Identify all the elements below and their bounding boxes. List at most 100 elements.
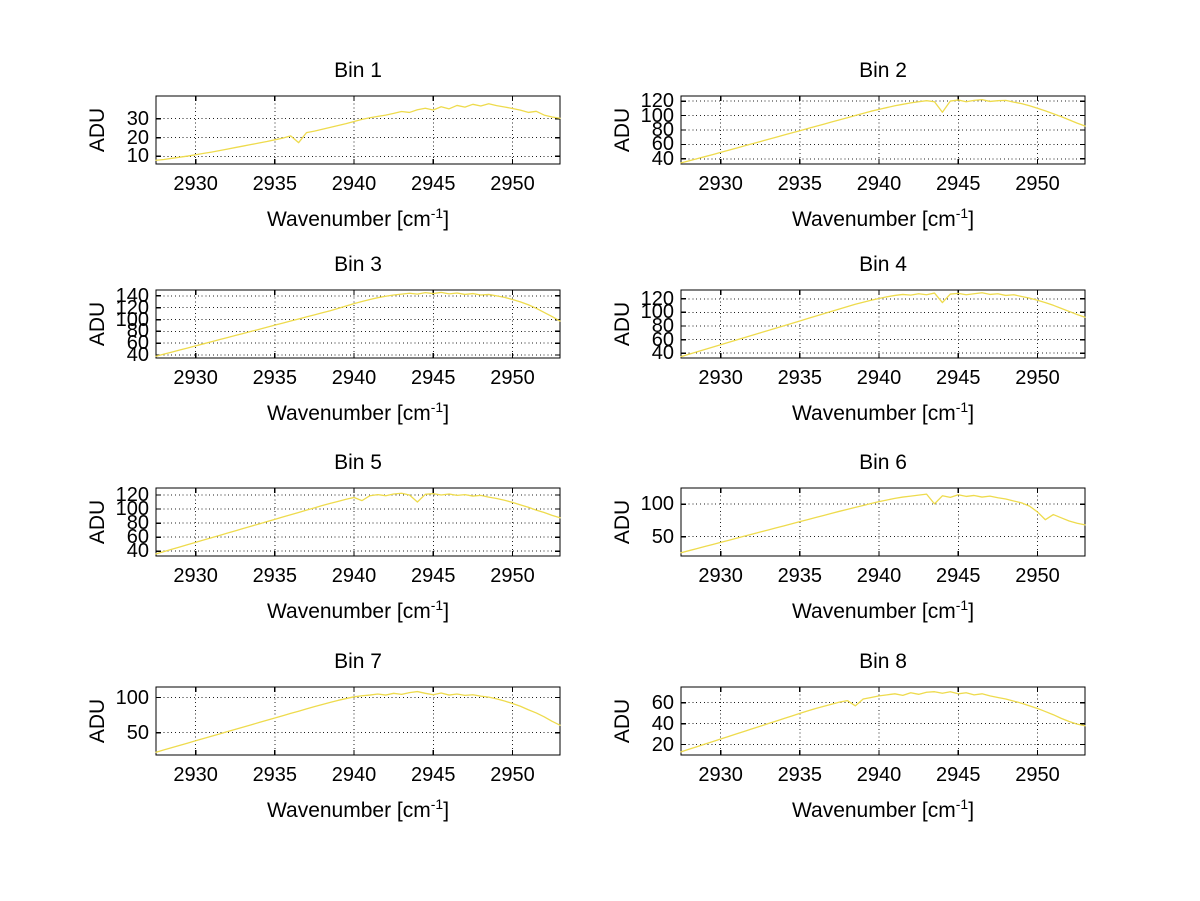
x-tick-label: 2930 xyxy=(698,764,743,786)
x-axis-label-exponent: -1 xyxy=(955,796,969,812)
x-axis-label-bracket: ] xyxy=(968,208,975,231)
x-tick-label: 2950 xyxy=(1015,565,1060,587)
x-tick-label: 2945 xyxy=(936,565,981,587)
plot-title: Bin 6 xyxy=(859,451,907,474)
x-tick-label: 2945 xyxy=(936,367,981,389)
plot-area xyxy=(680,289,1086,359)
axes-frame xyxy=(680,289,1086,359)
x-axis-label-bracket: ] xyxy=(443,402,450,425)
x-tick-label: 2940 xyxy=(331,565,377,587)
x-axis-label: Wavenumber [cm-1] xyxy=(228,206,488,232)
y-tick-label: 100 xyxy=(640,104,674,127)
x-axis-label-exponent: -1 xyxy=(955,597,969,613)
x-tick-label: 2940 xyxy=(856,565,902,587)
y-tick-label: 140 xyxy=(115,284,149,307)
spectrum-line xyxy=(680,493,1086,554)
x-axis-label-text: Wavenumber [cm xyxy=(791,402,956,425)
y-tick-label: 60 xyxy=(651,133,674,156)
y-tick-label: 50 xyxy=(651,525,674,548)
y-tick-label: 100 xyxy=(640,301,674,324)
plot-area xyxy=(680,686,1086,756)
x-tick-label: 2945 xyxy=(411,173,456,195)
y-tick-label: 60 xyxy=(126,526,149,549)
x-tick-label: 2935 xyxy=(777,764,823,786)
x-axis-label-bracket: ] xyxy=(968,799,975,822)
plot-area xyxy=(155,487,561,557)
x-tick-label: 2950 xyxy=(490,173,535,195)
plot-area xyxy=(155,95,561,165)
x-tick-label: 2935 xyxy=(252,173,298,195)
y-tick-label: 40 xyxy=(651,147,674,170)
y-tick-label: 80 xyxy=(651,119,674,141)
x-axis-label: Wavenumber [cm-1] xyxy=(228,399,488,426)
x-axis-label-text: Wavenumber [cm xyxy=(791,799,956,822)
x-axis-label-exponent: -1 xyxy=(430,399,444,415)
x-tick-label: 2930 xyxy=(173,764,218,786)
x-tick-label: 2945 xyxy=(936,764,981,786)
x-tick-label: 2940 xyxy=(331,173,377,195)
x-tick-label: 2935 xyxy=(777,173,823,195)
x-tick-label: 2940 xyxy=(856,764,902,786)
y-axis-label: ADU xyxy=(611,499,634,545)
spectrum-line xyxy=(155,690,561,753)
plot-area xyxy=(155,686,561,756)
y-tick-label: 100 xyxy=(115,686,149,709)
x-axis-label-text: Wavenumber [cm xyxy=(791,600,956,623)
x-axis-label-bracket: ] xyxy=(968,402,975,425)
y-tick-label: 80 xyxy=(651,315,674,338)
spectrum-line xyxy=(155,291,561,357)
spectrum-line xyxy=(155,492,561,555)
x-axis-label: Wavenumber [cm-1] xyxy=(753,399,1013,426)
x-axis-label-text: Wavenumber [cm xyxy=(266,799,431,822)
y-tick-label: 80 xyxy=(126,320,149,343)
y-tick-label: 60 xyxy=(651,691,674,714)
x-tick-label: 2945 xyxy=(411,565,456,587)
x-tick-label: 2930 xyxy=(173,173,218,195)
spectrum-line xyxy=(680,98,1086,164)
y-tick-label: 40 xyxy=(651,342,674,365)
x-tick-label: 2930 xyxy=(698,173,743,195)
y-tick-label: 20 xyxy=(126,126,149,149)
y-tick-label: 120 xyxy=(115,296,149,319)
spectrum-line xyxy=(680,292,1086,358)
x-tick-label: 2930 xyxy=(173,565,218,587)
x-axis-label-bracket: ] xyxy=(443,799,450,822)
x-axis-label: Wavenumber [cm-1] xyxy=(228,797,488,823)
plot-area xyxy=(680,487,1086,557)
y-tick-label: 10 xyxy=(126,145,149,168)
axes-frame xyxy=(155,686,561,756)
plot-title: Bin 2 xyxy=(859,59,907,82)
x-axis-label-text: Wavenumber [cm xyxy=(266,208,431,231)
y-tick-label: 120 xyxy=(640,287,674,310)
plot-title: Bin 5 xyxy=(334,451,382,474)
y-tick-label: 40 xyxy=(126,344,149,367)
x-tick-label: 2950 xyxy=(490,764,535,786)
x-tick-label: 2940 xyxy=(331,764,377,786)
y-tick-label: 20 xyxy=(651,733,674,756)
y-tick-label: 80 xyxy=(126,512,149,535)
x-axis-label: Wavenumber [cm-1] xyxy=(753,597,1013,624)
plot-title: Bin 8 xyxy=(859,650,907,673)
axes-frame xyxy=(155,289,561,359)
spectrum-line xyxy=(680,691,1086,753)
x-axis-label-exponent: -1 xyxy=(955,205,969,221)
x-tick-label: 2930 xyxy=(698,367,743,389)
x-axis-label: Wavenumber [cm-1] xyxy=(753,796,1013,823)
x-axis-label-text: Wavenumber [cm xyxy=(791,208,956,231)
axes-frame xyxy=(155,95,561,165)
x-tick-label: 2945 xyxy=(411,367,456,389)
y-tick-label: 100 xyxy=(115,498,149,521)
x-axis-label-text: Wavenumber [cm xyxy=(266,600,431,623)
y-tick-label: 40 xyxy=(651,712,674,735)
y-tick-label: 120 xyxy=(640,90,674,113)
y-tick-label: 60 xyxy=(651,328,674,351)
x-tick-label: 2935 xyxy=(777,565,823,587)
plot-title: Bin 3 xyxy=(334,253,382,276)
x-tick-label: 2950 xyxy=(1015,173,1060,195)
x-axis-label-exponent: -1 xyxy=(430,597,444,613)
x-axis-label-bracket: ] xyxy=(443,208,450,231)
axes-frame xyxy=(155,487,561,557)
x-axis-label-bracket: ] xyxy=(968,600,975,623)
x-axis-label-exponent: -1 xyxy=(955,399,969,415)
